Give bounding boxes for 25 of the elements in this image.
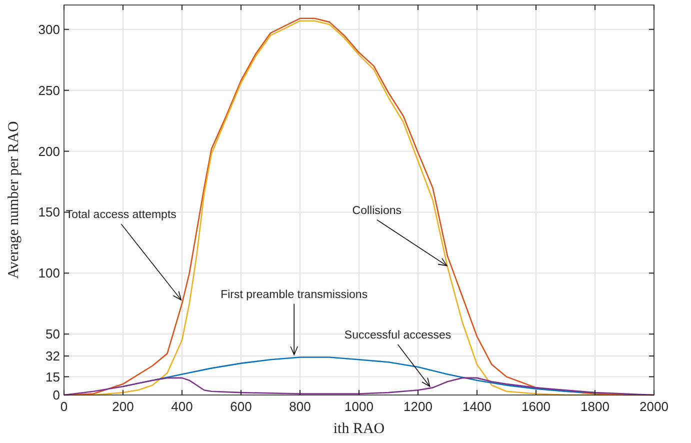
y-tick-label: 100	[38, 266, 60, 281]
x-axis-title: ith RAO	[333, 421, 385, 437]
x-tick-label: 2000	[640, 399, 668, 414]
y-tick-label: 32	[46, 348, 60, 364]
x-tick-label: 1400	[462, 399, 492, 414]
y-tick-label: 300	[38, 22, 60, 37]
y-tick-label: 200	[38, 144, 60, 159]
x-tick-label: 1000	[344, 399, 374, 414]
x-tick-label: 1800	[580, 399, 610, 414]
x-tick-label: 1600	[522, 399, 550, 414]
y-tick-label: 150	[38, 204, 60, 220]
annotation: Total access attempts	[66, 208, 177, 221]
x-tick-label: 600	[230, 399, 252, 414]
y-axis-title: Average number per RAO	[6, 121, 22, 279]
x-tick-label: 400	[171, 399, 193, 414]
y-tick-label: 50	[46, 326, 60, 342]
y-tick-label: 15	[46, 369, 60, 384]
x-tick-label: 800	[289, 399, 311, 414]
y-tick-label: 0	[52, 388, 60, 403]
annotation: Collisions	[352, 204, 402, 217]
x-tick-label: 200	[112, 399, 134, 414]
annotation: First preamble transmissions	[220, 288, 368, 301]
x-tick-label: 1200	[404, 399, 432, 414]
y-tick-label: 250	[38, 82, 60, 98]
annotation: Successful accesses	[344, 329, 452, 342]
